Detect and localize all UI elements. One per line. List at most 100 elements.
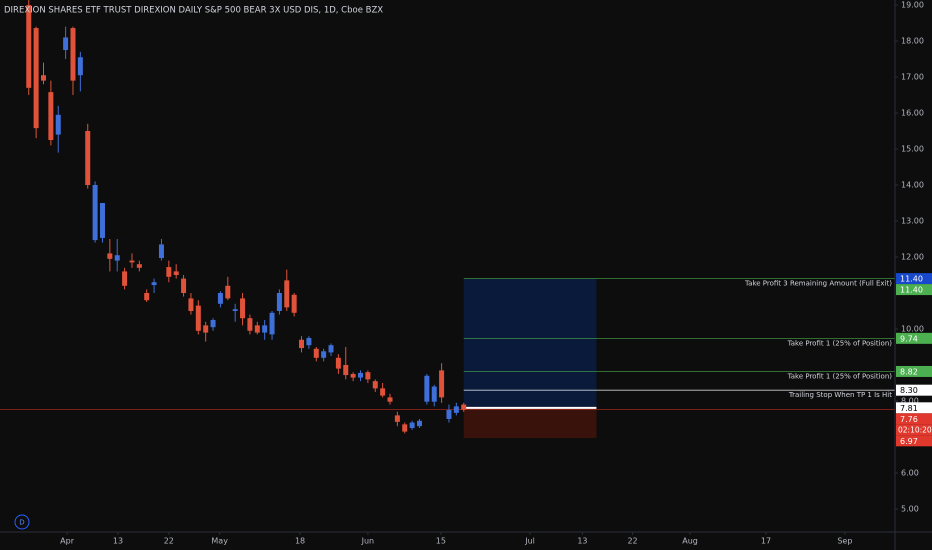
- chart-title: DIREXION SHARES ETF TRUST DIREXION DAILY…: [4, 6, 383, 16]
- candle-body: [394, 415, 400, 422]
- y-tick-label: 6.00: [901, 468, 919, 477]
- stop-zone: [463, 407, 597, 439]
- price-tag-label: 8.30: [900, 386, 918, 395]
- candle-body: [416, 420, 422, 427]
- x-tick-label: 22: [627, 537, 637, 546]
- y-tick-label: 10.00: [901, 324, 924, 333]
- candle-body: [439, 370, 445, 398]
- candle-body: [306, 337, 312, 346]
- level-text: Take Profit 1 (25% of Position): [787, 372, 893, 380]
- price-tag-label: 8.82: [900, 367, 918, 376]
- x-tick-label: Aug: [682, 537, 698, 546]
- candle-body: [55, 114, 61, 135]
- plot-area: [0, 0, 895, 439]
- price-tag: [896, 332, 932, 344]
- candle-body: [446, 409, 452, 419]
- y-tick-label: 14.00: [901, 181, 924, 190]
- y-tick-label: 5.00: [901, 504, 919, 513]
- candle-body: [431, 386, 437, 402]
- candle-body: [247, 318, 253, 331]
- candle-body: [114, 255, 120, 261]
- candle-body: [328, 345, 334, 353]
- price-tag: [896, 365, 932, 377]
- candle-body: [217, 292, 223, 304]
- candle-body: [195, 305, 201, 331]
- candle-body: [335, 357, 341, 369]
- candle-body: [181, 278, 187, 293]
- candle-body: [461, 404, 467, 410]
- y-tick-label: 17.00: [901, 73, 924, 82]
- x-tick-label: Jun: [361, 537, 375, 546]
- candle-body: [129, 260, 135, 263]
- y-tick-label: 12.00: [901, 253, 924, 262]
- candle-body: [232, 309, 238, 311]
- price-tag: [896, 413, 932, 425]
- logo-badge: [14, 514, 30, 530]
- candle-body: [158, 244, 164, 259]
- candle-body: [63, 37, 69, 51]
- candle-body: [284, 280, 290, 308]
- price-tag-label: 7.81: [900, 404, 918, 413]
- price-tag: [896, 273, 932, 285]
- candle-body: [262, 325, 268, 333]
- x-tick-label: Apr: [60, 537, 75, 546]
- candle-body: [254, 325, 260, 333]
- x-tick-label: 15: [436, 537, 446, 546]
- countdown-label: 02:10:20: [898, 425, 932, 434]
- x-tick-label: 17: [761, 537, 771, 546]
- candle-body: [77, 57, 83, 76]
- candle-body: [85, 131, 91, 186]
- candle-body: [343, 364, 349, 376]
- candle-body: [26, 5, 32, 88]
- candle-body: [424, 375, 430, 402]
- candle-body: [107, 253, 113, 259]
- y-tick-label: 8.00: [901, 396, 919, 405]
- candle-body: [402, 424, 408, 432]
- target-zone: [463, 278, 597, 408]
- x-tick-label: 18: [295, 537, 305, 546]
- candle-body: [365, 372, 371, 380]
- price-tag: [896, 435, 932, 447]
- level-text: Take Profit 3 Remaining Amount (Full Exi…: [744, 280, 892, 288]
- candle-body: [387, 397, 393, 402]
- price-tag-label: 6.97: [900, 437, 918, 446]
- candle-body: [380, 388, 386, 396]
- candle-body: [372, 381, 378, 389]
- candle-body: [453, 406, 459, 413]
- candle-body: [173, 271, 179, 275]
- candle-body: [350, 373, 356, 378]
- candle-body: [291, 294, 297, 313]
- candle-body: [151, 282, 157, 286]
- candle-body: [276, 292, 282, 311]
- candle-body: [48, 92, 54, 141]
- price-tag-label: 11.40: [900, 286, 923, 295]
- price-tag: [896, 384, 932, 396]
- candle-body: [313, 348, 319, 358]
- candle-body: [240, 298, 246, 319]
- candle-body: [299, 339, 305, 349]
- candle-body: [210, 319, 216, 328]
- y-tick-label: 19.00: [901, 1, 924, 10]
- y-tick-label: 13.00: [901, 217, 924, 226]
- x-tick-label: 22: [164, 537, 174, 546]
- candle-body: [321, 351, 327, 358]
- candle-body: [166, 267, 172, 277]
- price-tag-label: 9.74: [900, 334, 918, 343]
- candle-body: [99, 203, 105, 238]
- price-tag: [896, 284, 932, 296]
- price-tag-label: 11.40: [900, 275, 923, 284]
- y-tick-label: 18.00: [901, 37, 924, 46]
- candle-body: [203, 325, 209, 333]
- candle-body: [409, 422, 415, 428]
- countdown-tag: [896, 424, 932, 436]
- candle-body: [358, 372, 364, 378]
- candle-body: [33, 28, 39, 129]
- candle-body: [188, 298, 194, 311]
- logo-text: D: [19, 519, 24, 527]
- x-tick-label: 13: [113, 537, 123, 546]
- candle-body: [122, 271, 128, 286]
- candle-body: [92, 185, 98, 241]
- candle-body: [40, 75, 46, 81]
- x-tick-label: May: [211, 537, 228, 546]
